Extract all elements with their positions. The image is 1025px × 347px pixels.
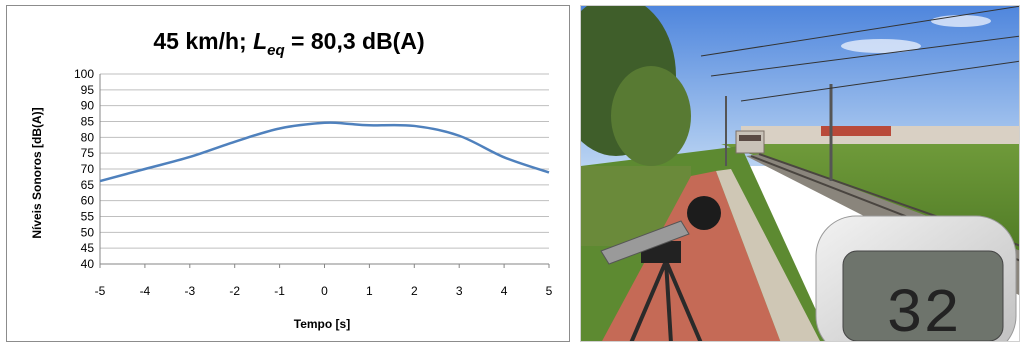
chart-title-symbol: L [253, 28, 267, 54]
x-tick-label: 3 [456, 284, 463, 298]
chart-title-prefix: 45 km/h; [153, 28, 253, 54]
y-tick-label: 55 [81, 210, 95, 224]
y-tick-label: 50 [81, 225, 95, 239]
tripod-leg [629, 260, 668, 341]
grid-lines [99, 73, 549, 265]
x-tick-label: 1 [366, 284, 373, 298]
x-tick-label: -5 [95, 284, 106, 298]
x-axis-label: Tempo [s] [294, 317, 350, 331]
photo-sound-level-measurement: 32 [580, 5, 1020, 342]
y-tick-label: 45 [81, 241, 95, 255]
y-tick-label: 85 [81, 115, 95, 129]
y-tick-label: 90 [81, 99, 95, 113]
y-tick-label: 80 [81, 130, 95, 144]
y-tick-label: 65 [81, 178, 95, 192]
x-tick-label: -4 [140, 284, 151, 298]
microphone-body [600, 220, 690, 265]
chart-title-suffix: = 80,3 dB(A) [285, 28, 425, 54]
x-tick-label: 4 [501, 284, 508, 298]
train-window [739, 135, 761, 141]
cloud [841, 39, 921, 53]
train [735, 130, 765, 154]
x-tick-label: 5 [546, 284, 553, 298]
overhead-wire [740, 60, 1019, 102]
y-tick-label: 60 [81, 194, 95, 208]
y-tick-label: 100 [74, 67, 94, 81]
series-line [99, 121, 550, 183]
x-tick-label: -2 [229, 284, 240, 298]
x-tick-label: 0 [321, 284, 328, 298]
tripod-leg [664, 260, 673, 341]
chart-title: 45 km/h; Leq = 80,3 dB(A) [153, 28, 424, 59]
y-tick-label: 95 [81, 83, 95, 97]
x-tick-label: -1 [274, 284, 285, 298]
overhead-wire [710, 35, 1019, 77]
railway-photo-illustration: 32 [581, 6, 1019, 342]
path-curb [716, 169, 820, 341]
microphone-windscreen [687, 196, 721, 230]
red-roof-building [821, 126, 891, 136]
chart-title-subscript: eq [267, 42, 285, 59]
y-tick-label: 75 [81, 146, 95, 160]
y-tick-label: 70 [81, 162, 95, 176]
x-tick-label: 2 [411, 284, 418, 298]
tripod-leg [664, 260, 703, 341]
y-axis-label: Níveis Sonoros [dB(A)] [30, 107, 44, 238]
series-lines [99, 121, 550, 183]
overhead-wire [700, 6, 1019, 57]
y-tick-label: 40 [81, 257, 95, 271]
cloud [931, 15, 991, 27]
meter-reading: 32 [886, 279, 960, 342]
meter-display [842, 250, 1004, 341]
x-tick-labels: -5 -4 -3 -2 -1 0 1 2 3 4 5 [95, 264, 553, 298]
x-tick-label: -3 [184, 284, 195, 298]
tree [611, 66, 691, 166]
red-brick-path [602, 171, 781, 341]
chart-panel: 100 95 90 85 80 75 70 65 60 55 50 45 40 -5 -4 -3 -2 -1 0 1… [6, 5, 570, 342]
